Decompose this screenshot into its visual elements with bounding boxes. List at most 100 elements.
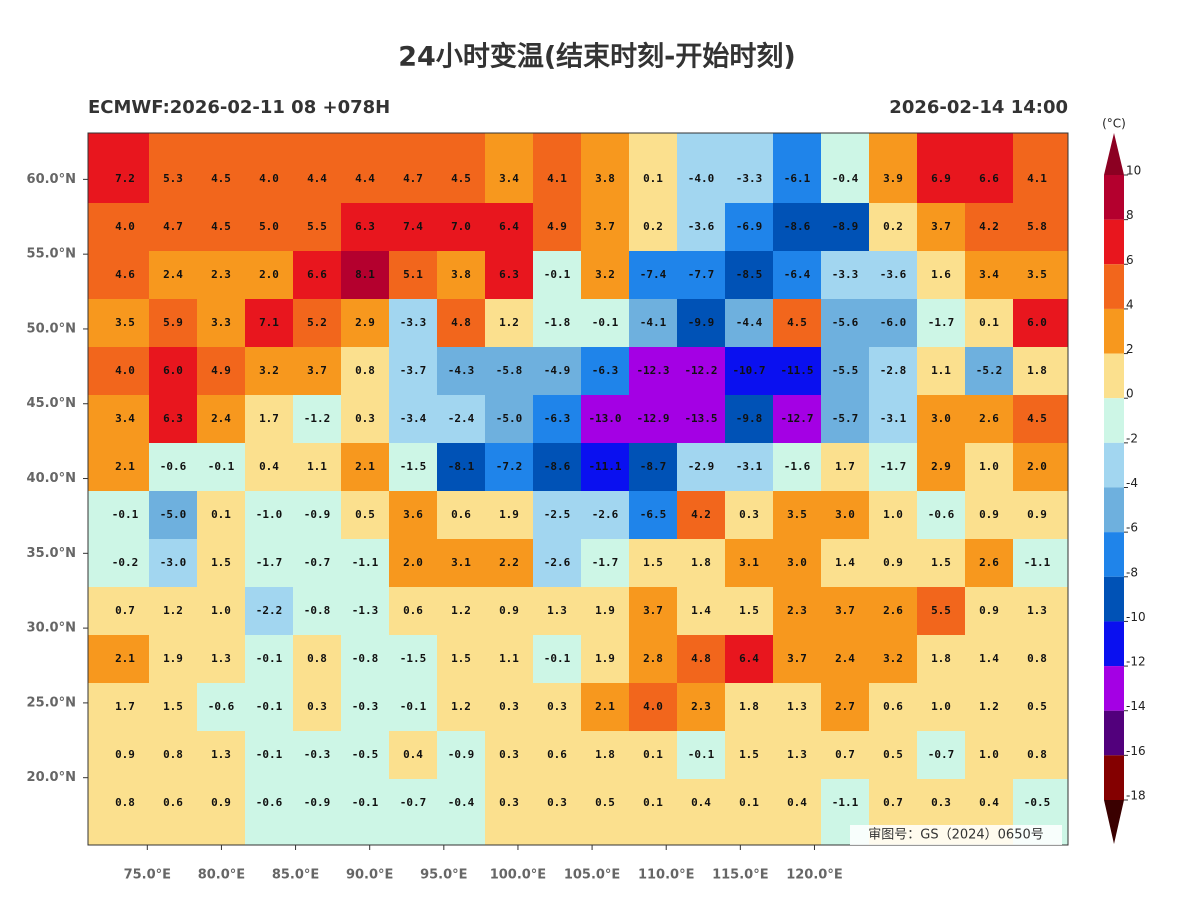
grid-value: 1.5	[931, 556, 951, 569]
temp-cell	[1013, 683, 1068, 731]
grid-value: 2.3	[787, 604, 807, 617]
grid-value: 0.9	[883, 556, 903, 569]
grid-value: -4.3	[448, 364, 475, 377]
grid-value: 3.9	[883, 172, 903, 185]
grid-value: 0.8	[307, 652, 327, 665]
temp-cell	[437, 587, 485, 635]
temp-cell	[88, 779, 149, 845]
temp-cell	[1013, 347, 1068, 395]
lat-label: 45.0°N	[27, 396, 76, 411]
grid-value: 1.9	[595, 652, 615, 665]
temp-cell	[965, 491, 1013, 539]
grid-value: -3.1	[736, 460, 763, 473]
temp-cell	[88, 635, 149, 683]
grid-value: -4.1	[640, 316, 667, 329]
temp-cell	[917, 299, 965, 347]
grid-value: 6.3	[355, 220, 375, 233]
grid-value: -2.4	[448, 412, 475, 425]
temp-cell	[629, 203, 677, 251]
temp-cell	[677, 539, 725, 587]
lon-label: 115.0°E	[712, 868, 769, 883]
temp-cell	[869, 395, 917, 443]
temp-cell	[533, 635, 581, 683]
temp-cell	[821, 443, 869, 491]
temp-cell	[821, 683, 869, 731]
grid-value: 2.4	[835, 652, 855, 665]
temp-cell	[965, 203, 1013, 251]
grid-value: 7.0	[451, 220, 471, 233]
grid-value: 1.2	[451, 700, 471, 713]
temp-cell	[773, 347, 821, 395]
temp-cell	[725, 587, 773, 635]
temp-cell	[437, 443, 485, 491]
temp-cell	[341, 491, 389, 539]
grid-value: 4.8	[691, 652, 711, 665]
grid-value: -8.7	[640, 460, 667, 473]
grid-value: 1.2	[979, 700, 999, 713]
grid-value: 1.3	[547, 604, 567, 617]
grid-value: 0.4	[691, 796, 711, 809]
grid-value: 4.1	[547, 172, 567, 185]
grid-value: 0.1	[211, 508, 231, 521]
colorbar-label: 4	[1126, 297, 1134, 311]
grid-value: 1.2	[499, 316, 519, 329]
grid-value: 1.2	[451, 604, 471, 617]
temp-cell	[581, 347, 629, 395]
temp-cell	[149, 347, 197, 395]
grid-value: -8.9	[832, 220, 859, 233]
temp-cell	[88, 133, 149, 203]
temp-cell	[917, 683, 965, 731]
grid-value: 1.4	[835, 556, 855, 569]
grid-value: 1.7	[259, 412, 279, 425]
grid-value: -6.3	[592, 364, 619, 377]
grid-value: 7.4	[403, 220, 423, 233]
temp-cell	[533, 203, 581, 251]
temp-cell	[821, 587, 869, 635]
grid-value: -7.4	[640, 268, 667, 281]
grid-value: -6.9	[736, 220, 763, 233]
grid-value: 3.7	[835, 604, 855, 617]
map-frame	[87, 132, 1069, 846]
grid-value: 3.0	[931, 412, 951, 425]
grid-value: 0.3	[499, 700, 519, 713]
colorbar-segment	[1104, 532, 1124, 577]
grid-value: -0.7	[928, 748, 955, 761]
grid-value: -8.1	[448, 460, 475, 473]
temp-cell	[725, 779, 773, 845]
temp-cell	[197, 443, 245, 491]
temp-cell	[437, 203, 485, 251]
temp-cell	[293, 395, 341, 443]
grid-value: 2.2	[499, 556, 519, 569]
temp-cell	[725, 347, 773, 395]
grid-value: -2.6	[592, 508, 619, 521]
temp-cell	[197, 683, 245, 731]
temp-cell	[965, 395, 1013, 443]
temp-cell	[677, 635, 725, 683]
grid-value: 4.7	[163, 220, 183, 233]
temp-cell	[293, 251, 341, 299]
temp-cell	[725, 299, 773, 347]
temp-cell	[533, 443, 581, 491]
grid-value: 0.3	[547, 700, 567, 713]
temp-cell	[245, 779, 293, 845]
grid-value: 0.5	[883, 748, 903, 761]
grid-value: -6.4	[784, 268, 811, 281]
grid-value: 0.5	[595, 796, 615, 809]
temp-cell	[821, 133, 869, 203]
grid-value: 0.8	[355, 364, 375, 377]
temp-cell	[389, 133, 437, 203]
grid-value: 3.0	[835, 508, 855, 521]
colorbar-segment	[1104, 353, 1124, 399]
temp-cell	[965, 347, 1013, 395]
temp-cell	[293, 731, 341, 779]
grid-value: 4.5	[787, 316, 807, 329]
grid-value: -0.9	[304, 796, 331, 809]
temp-cell	[245, 395, 293, 443]
temp-cell	[581, 251, 629, 299]
temp-cell	[725, 133, 773, 203]
lat-label: 60.0°N	[27, 172, 76, 187]
colorbar-segment	[1104, 755, 1124, 800]
grid-value: -1.3	[352, 604, 379, 617]
temp-cell	[389, 779, 437, 845]
